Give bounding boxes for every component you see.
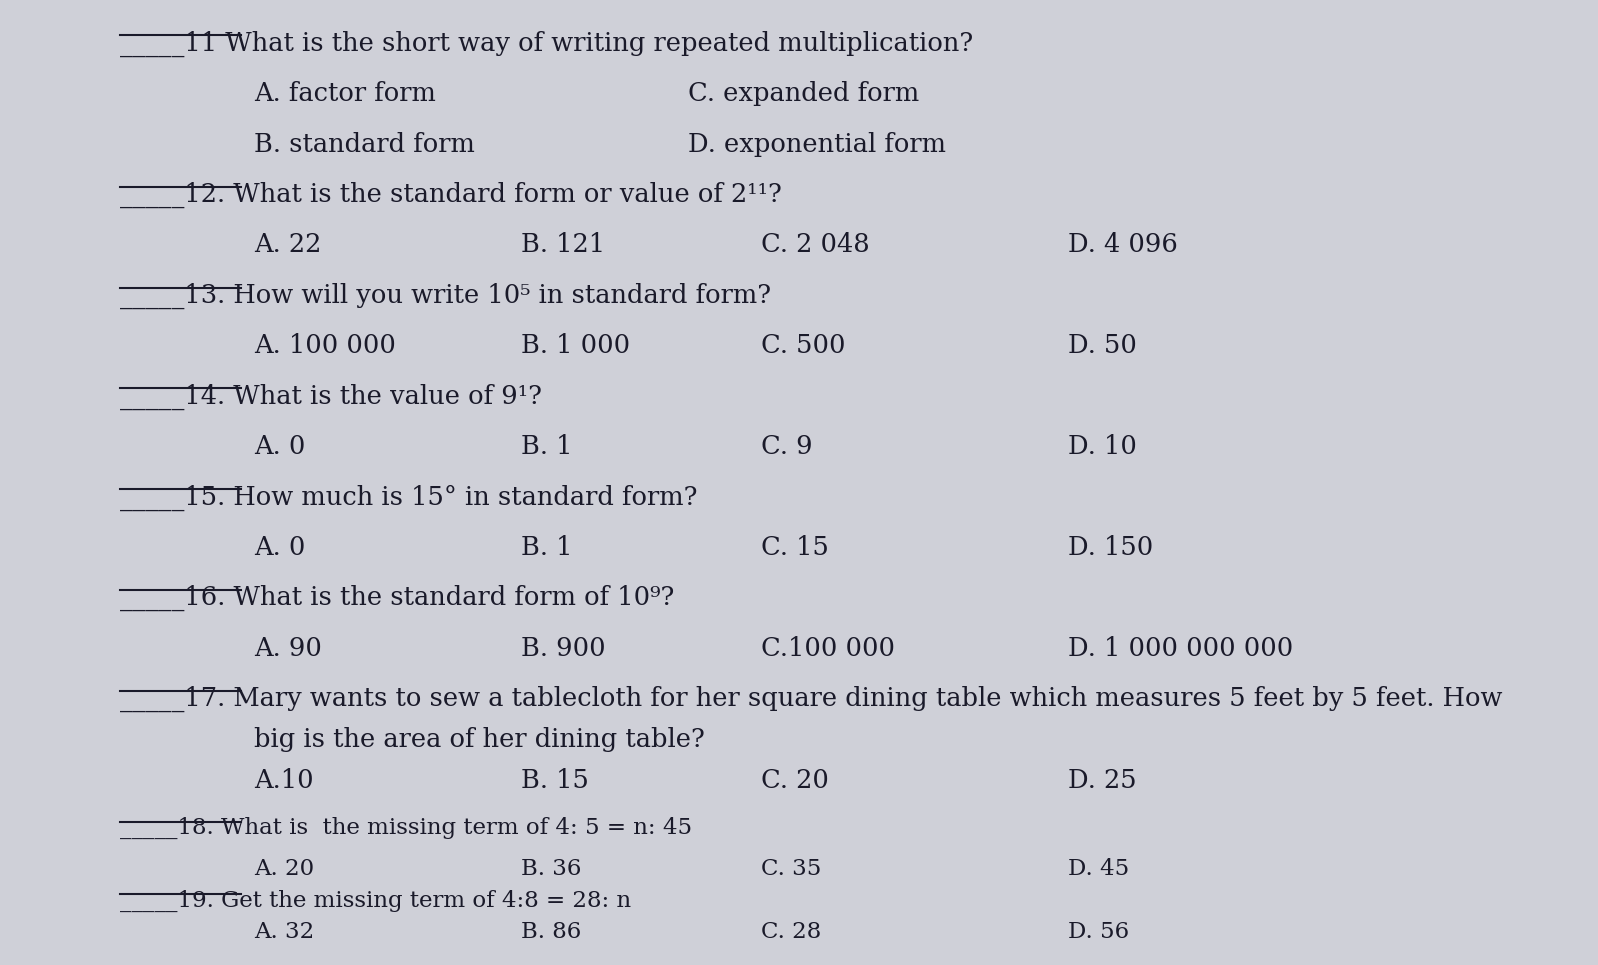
- Text: D. 25: D. 25: [1067, 768, 1136, 793]
- Text: D. 10: D. 10: [1067, 434, 1138, 459]
- Text: C. 2 048: C. 2 048: [761, 233, 869, 258]
- Text: D. 4 096: D. 4 096: [1067, 233, 1178, 258]
- Text: B. 900: B. 900: [521, 636, 606, 661]
- Text: B. standard form: B. standard form: [254, 131, 475, 156]
- Text: C. 28: C. 28: [761, 921, 821, 943]
- Text: _____18. What is  the missing term of 4: 5 = n: 45: _____18. What is the missing term of 4: …: [120, 817, 692, 840]
- Text: B. 86: B. 86: [521, 921, 582, 943]
- Text: C. 35: C. 35: [761, 858, 821, 880]
- Text: _____12. What is the standard form or value of 2¹¹?: _____12. What is the standard form or va…: [120, 182, 783, 208]
- Text: A. 0: A. 0: [254, 434, 305, 459]
- Text: B. 15: B. 15: [521, 768, 588, 793]
- Text: C. 15: C. 15: [761, 535, 829, 560]
- Text: A. 22: A. 22: [254, 233, 321, 258]
- Text: D. 50: D. 50: [1067, 333, 1138, 358]
- Text: D. 45: D. 45: [1067, 858, 1130, 880]
- Text: B. 1: B. 1: [521, 434, 572, 459]
- Text: C. expanded form: C. expanded form: [687, 81, 919, 106]
- Text: C. 9: C. 9: [761, 434, 813, 459]
- Text: _____13. How will you write 10⁵ in standard form?: _____13. How will you write 10⁵ in stand…: [120, 283, 772, 309]
- Text: B. 1 000: B. 1 000: [521, 333, 630, 358]
- Text: A.10: A.10: [254, 768, 313, 793]
- Text: A. 20: A. 20: [254, 858, 313, 880]
- Text: big is the area of her dining table?: big is the area of her dining table?: [254, 727, 705, 752]
- Text: C.100 000: C.100 000: [761, 636, 895, 661]
- Text: A. 32: A. 32: [254, 921, 315, 943]
- Text: D. 150: D. 150: [1067, 535, 1154, 560]
- Text: B. 36: B. 36: [521, 858, 582, 880]
- Text: _____19. Get the missing term of 4:8 = 28: n: _____19. Get the missing term of 4:8 = 2…: [120, 890, 631, 912]
- Text: B. 121: B. 121: [521, 233, 606, 258]
- Text: _____15. How much is 15° in standard form?: _____15. How much is 15° in standard for…: [120, 484, 698, 510]
- Text: _____14. What is the value of 9¹?: _____14. What is the value of 9¹?: [120, 383, 542, 410]
- Text: A. 90: A. 90: [254, 636, 321, 661]
- Text: _____11 What is the short way of writing repeated multiplication?: _____11 What is the short way of writing…: [120, 31, 973, 57]
- Text: B. 1: B. 1: [521, 535, 572, 560]
- Text: D. 56: D. 56: [1067, 921, 1130, 943]
- Text: D. exponential form: D. exponential form: [687, 131, 946, 156]
- Text: A. factor form: A. factor form: [254, 81, 436, 106]
- Text: C. 20: C. 20: [761, 768, 829, 793]
- Text: _____17. Mary wants to sew a tablecloth for her square dining table which measur: _____17. Mary wants to sew a tablecloth …: [120, 686, 1502, 712]
- Text: C. 500: C. 500: [761, 333, 845, 358]
- Text: A. 0: A. 0: [254, 535, 305, 560]
- Text: _____16. What is the standard form of 10⁹?: _____16. What is the standard form of 10…: [120, 585, 674, 612]
- Text: A. 100 000: A. 100 000: [254, 333, 396, 358]
- Text: D. 1 000 000 000: D. 1 000 000 000: [1067, 636, 1293, 661]
